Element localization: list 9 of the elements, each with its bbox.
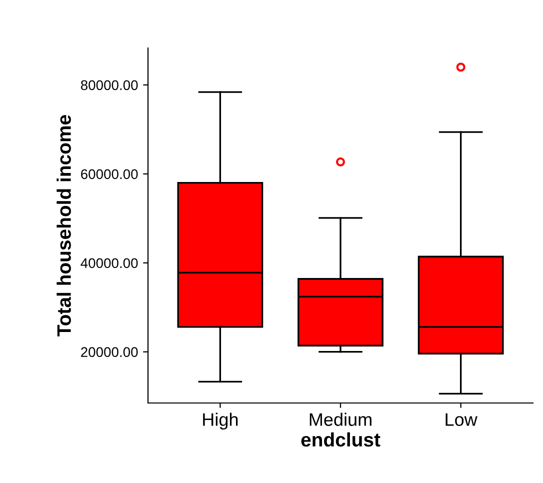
x-tick-label: High <box>203 412 238 430</box>
y-tick-label: 60000.00 <box>81 169 138 180</box>
y-axis-title: Total household income <box>56 115 71 336</box>
x-tick-label: Medium <box>310 412 372 426</box>
y-tick-label: 20000.00 <box>81 347 138 358</box>
y-tick-label: 80000.00 <box>80 80 138 90</box>
x-tick-label: Low <box>446 413 478 426</box>
x-axis-title: endclust <box>301 432 380 447</box>
y-tick-label: 40000.00 <box>80 258 138 268</box>
